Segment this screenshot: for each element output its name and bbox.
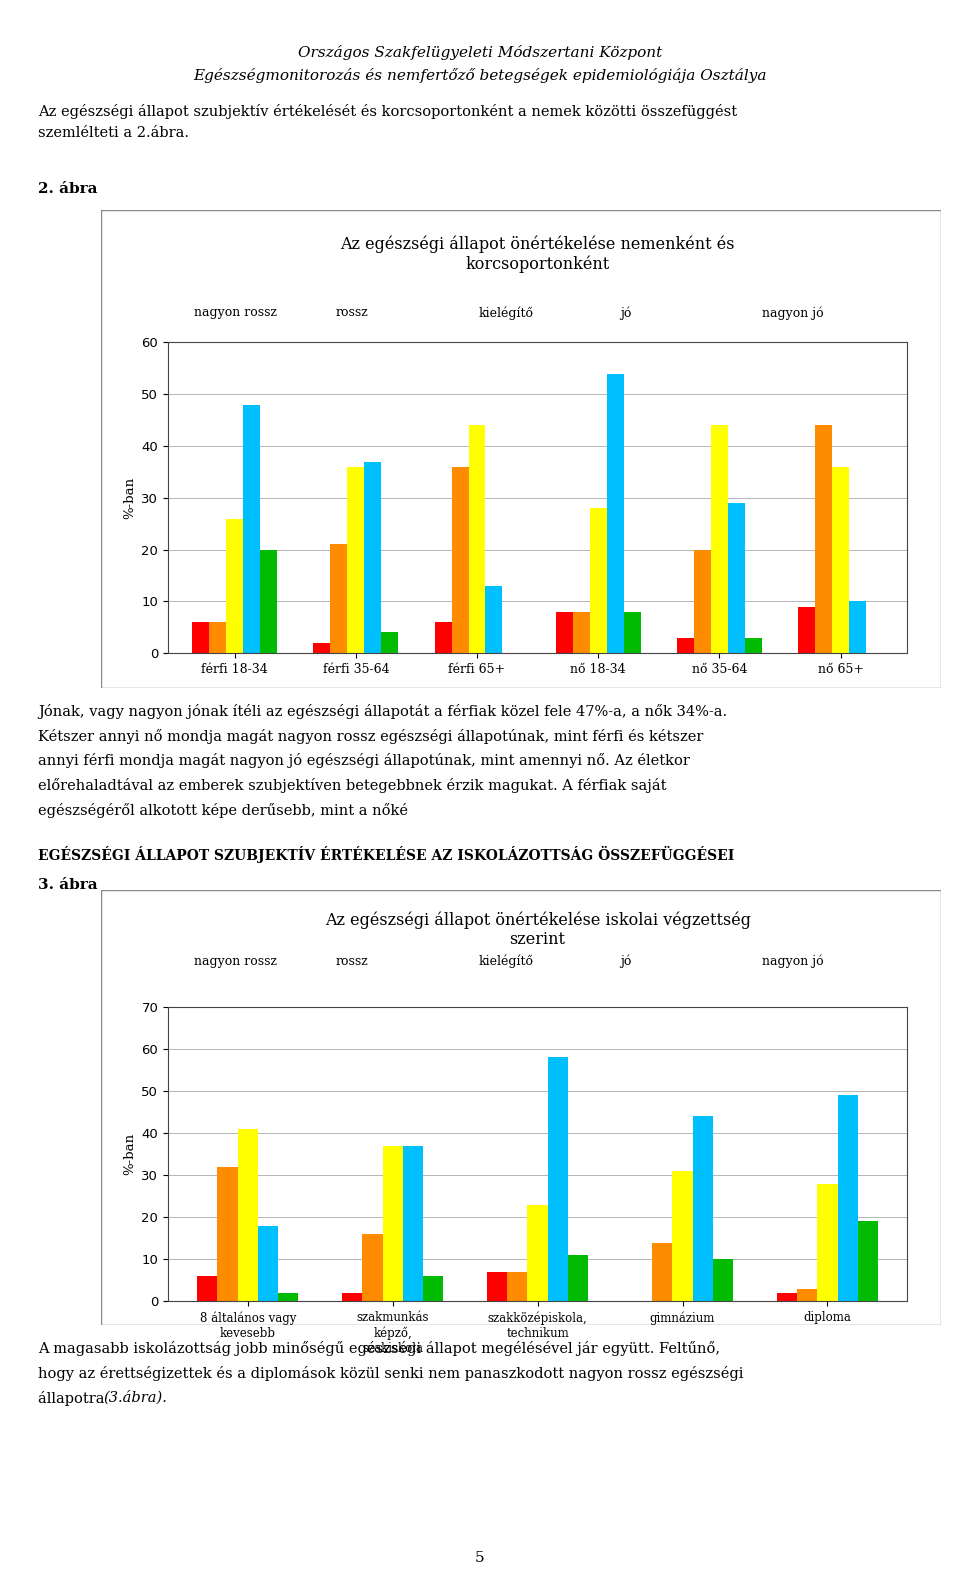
FancyBboxPatch shape <box>101 890 941 1325</box>
Bar <box>197 1276 217 1301</box>
Text: nagyon jó: nagyon jó <box>762 954 824 969</box>
Text: Kétszer annyi nő mondja magát nagyon rossz egészségi állapotúnak, mint férfi és : Kétszer annyi nő mondja magát nagyon ros… <box>38 728 704 744</box>
FancyBboxPatch shape <box>101 210 941 688</box>
Text: jó: jó <box>620 954 632 969</box>
Bar <box>849 601 866 653</box>
Bar <box>260 550 277 653</box>
Bar <box>342 1294 362 1301</box>
Bar <box>777 1294 797 1301</box>
Bar <box>527 1204 548 1301</box>
Bar <box>192 621 209 653</box>
Text: rossz: rossz <box>336 954 369 967</box>
Bar <box>435 621 451 653</box>
Text: 5: 5 <box>475 1552 485 1564</box>
Text: jó: jó <box>620 306 632 320</box>
Bar <box>382 1145 403 1301</box>
Text: egészségéről alkotott képe derűsebb, mint a nőké: egészségéről alkotott képe derűsebb, min… <box>38 803 408 817</box>
Bar <box>672 1171 693 1301</box>
Bar <box>573 612 589 653</box>
Bar <box>237 1129 258 1301</box>
Text: Egészségmonitorozás és nemfertőző betegségek epidemiológiája Osztálya: Egészségmonitorozás és nemfertőző betegs… <box>193 68 767 83</box>
Bar <box>278 1294 299 1301</box>
Text: hogy az érettségizettek és a diplomások közül senki nem panaszkodott nagyon ross: hogy az érettségizettek és a diplomások … <box>38 1365 744 1381</box>
Text: nagyon rossz: nagyon rossz <box>194 306 276 319</box>
Bar <box>381 632 398 653</box>
Bar <box>815 425 832 653</box>
Bar <box>652 1243 672 1301</box>
Text: Az egészségi állapot önértékelése iskolai végzettség
szerint: Az egészségi állapot önértékelése iskola… <box>324 911 751 948</box>
Bar <box>838 1096 858 1301</box>
Text: rossz: rossz <box>336 306 369 319</box>
Text: Országos Szakfelügyeleti Módszertani Központ: Országos Szakfelügyeleti Módszertani Köz… <box>298 45 662 59</box>
Text: A magasabb iskolázottság jobb minőségű egészségi állapot megélésével jár együtt.: A magasabb iskolázottság jobb minőségű e… <box>38 1341 721 1356</box>
Bar <box>568 1255 588 1301</box>
Text: annyi férfi mondja magát nagyon jó egészségi állapotúnak, mint amennyi nő. Az él: annyi férfi mondja magát nagyon jó egész… <box>38 753 690 768</box>
Bar <box>258 1225 278 1301</box>
Text: 3. ábra: 3. ábra <box>38 878 98 892</box>
Bar <box>624 612 640 653</box>
Y-axis label: %-ban: %-ban <box>123 1133 136 1176</box>
Bar <box>694 550 711 653</box>
Bar <box>607 374 624 653</box>
Text: kielégítő: kielégítő <box>478 306 533 320</box>
Text: EGÉSZSÉGI ÁLLAPOT SZUBJEKTÍV ÉRTÉKELÉSE AZ ISKOLÁZOTTSÁG ÖSSZEFÜGGÉSEI: EGÉSZSÉGI ÁLLAPOT SZUBJEKTÍV ÉRTÉKELÉSE … <box>38 846 734 863</box>
Text: állapotra: állapotra <box>38 1391 109 1405</box>
Text: előrehaladtával az emberek szubjektíven betegebbnek érzik magukat. A férfiak saj: előrehaladtával az emberek szubjektíven … <box>38 777 667 793</box>
Bar <box>798 607 815 653</box>
Bar <box>693 1117 713 1301</box>
Text: 2. ábra: 2. ábra <box>38 182 98 196</box>
Bar <box>556 612 573 653</box>
Bar <box>468 425 486 653</box>
Bar <box>364 462 381 653</box>
Text: Az egészségi állapot szubjektív értékelését és korcsoportonként a nemek közötti : Az egészségi állapot szubjektív értékelé… <box>38 104 737 118</box>
Text: nagyon rossz: nagyon rossz <box>194 954 276 967</box>
Text: (3.ábra).: (3.ábra). <box>104 1391 168 1405</box>
Bar <box>330 545 348 653</box>
Bar <box>348 467 364 653</box>
Bar <box>797 1289 817 1301</box>
Bar <box>486 586 502 653</box>
Bar <box>227 519 243 653</box>
Text: Jónak, vagy nagyon jónak ítéli az egészségi állapotát a férfiak közel fele 47%-a: Jónak, vagy nagyon jónak ítéli az egészs… <box>38 704 728 718</box>
Bar <box>728 503 745 653</box>
Text: kielégítő: kielégítő <box>478 954 533 969</box>
Bar <box>313 642 330 653</box>
Bar <box>487 1271 507 1301</box>
Bar <box>817 1184 838 1301</box>
Text: Az egészségi állapot önértékelése nemenként és
korcsoportonként: Az egészségi állapot önértékelése nemenk… <box>341 236 734 274</box>
Bar <box>209 621 227 653</box>
Bar <box>423 1276 444 1301</box>
Bar <box>243 405 260 653</box>
Bar <box>713 1260 733 1301</box>
Bar <box>711 425 728 653</box>
Bar <box>745 637 762 653</box>
Bar <box>507 1271 527 1301</box>
Bar <box>589 508 607 653</box>
Bar <box>217 1166 237 1301</box>
Text: szemlélteti a 2.ábra.: szemlélteti a 2.ábra. <box>38 126 189 140</box>
Text: nagyon jó: nagyon jó <box>762 306 824 320</box>
Bar <box>858 1222 878 1301</box>
Bar <box>451 467 468 653</box>
Bar <box>677 637 694 653</box>
Bar <box>403 1145 423 1301</box>
Bar <box>548 1058 568 1301</box>
Bar <box>362 1235 382 1301</box>
Y-axis label: %-ban: %-ban <box>123 476 136 519</box>
Bar <box>832 467 849 653</box>
